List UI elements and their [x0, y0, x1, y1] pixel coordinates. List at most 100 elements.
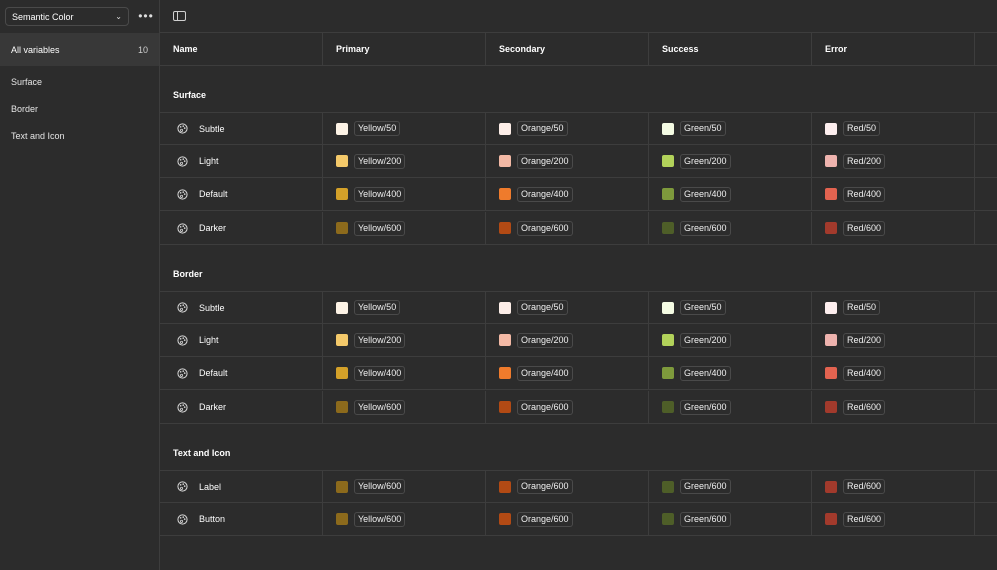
- color-alias-chip[interactable]: Orange/400: [517, 365, 573, 381]
- color-alias-chip[interactable]: Green/50: [680, 300, 726, 315]
- table-row[interactable]: Light Yellow/200 Orange/200 Green/200 Red/20…: [160, 145, 997, 178]
- color-swatch[interactable]: [662, 301, 674, 314]
- color-swatch[interactable]: [336, 188, 348, 200]
- variable-value-cell[interactable]: Green/50: [649, 113, 812, 144]
- table-row[interactable]: Subtle Yellow/50 Orange/50 Green/50 Red/50: [160, 112, 997, 145]
- variable-name-cell[interactable]: Darker: [160, 391, 323, 423]
- table-row[interactable]: Default Yellow/400 Orange/400 Green/400 Red/…: [160, 178, 997, 211]
- color-alias-chip[interactable]: Orange/50: [517, 121, 568, 136]
- color-swatch[interactable]: [336, 401, 348, 413]
- color-swatch[interactable]: [825, 301, 837, 314]
- color-swatch[interactable]: [499, 188, 511, 200]
- color-alias-chip[interactable]: Red/600: [843, 220, 886, 236]
- variable-value-cell[interactable]: Yellow/600: [323, 471, 486, 502]
- variable-value-cell[interactable]: Orange/200: [486, 324, 649, 356]
- variable-value-cell[interactable]: Orange/600: [486, 391, 649, 423]
- column-header-primary[interactable]: Primary: [323, 33, 486, 65]
- more-options-icon[interactable]: •••: [138, 9, 154, 23]
- color-swatch[interactable]: [499, 334, 511, 346]
- variable-value-cell[interactable]: Orange/400: [486, 178, 649, 210]
- color-alias-chip[interactable]: Yellow/600: [354, 511, 406, 527]
- variable-value-cell[interactable]: Red/400: [812, 178, 975, 210]
- variable-value-cell[interactable]: Orange/400: [486, 357, 649, 389]
- color-swatch[interactable]: [662, 367, 674, 379]
- color-alias-chip[interactable]: Orange/600: [517, 399, 573, 415]
- variable-value-cell[interactable]: Green/200: [649, 145, 812, 177]
- variable-value-cell[interactable]: Red/200: [812, 145, 975, 177]
- table-row[interactable]: Darker Yellow/600 Orange/600 Green/600 Red/6…: [160, 391, 997, 424]
- variable-value-cell[interactable]: Green/400: [649, 357, 812, 389]
- variable-value-cell[interactable]: Red/600: [812, 391, 975, 423]
- color-alias-chip[interactable]: Orange/600: [517, 511, 573, 527]
- color-swatch[interactable]: [499, 122, 511, 135]
- color-swatch[interactable]: [336, 122, 348, 135]
- variable-value-cell[interactable]: Green/400: [649, 178, 812, 210]
- color-swatch[interactable]: [662, 401, 674, 413]
- variable-name-cell[interactable]: Darker: [160, 212, 323, 244]
- color-swatch[interactable]: [662, 188, 674, 200]
- color-alias-chip[interactable]: Green/200: [680, 332, 731, 348]
- color-alias-chip[interactable]: Yellow/600: [354, 220, 406, 236]
- color-swatch[interactable]: [662, 334, 674, 346]
- color-swatch[interactable]: [825, 480, 837, 493]
- variable-value-cell[interactable]: Yellow/600: [323, 503, 486, 535]
- color-alias-chip[interactable]: Green/600: [680, 220, 731, 236]
- table-row[interactable]: Label Yellow/600 Orange/600 Green/600 Red/60…: [160, 470, 997, 503]
- color-swatch[interactable]: [662, 122, 674, 135]
- variable-value-cell[interactable]: Yellow/50: [323, 292, 486, 323]
- color-alias-chip[interactable]: Yellow/400: [354, 365, 406, 381]
- color-swatch[interactable]: [499, 301, 511, 314]
- color-swatch[interactable]: [825, 513, 837, 525]
- color-swatch[interactable]: [662, 155, 674, 167]
- variable-value-cell[interactable]: Red/600: [812, 471, 975, 502]
- variable-value-cell[interactable]: Red/50: [812, 292, 975, 323]
- color-swatch[interactable]: [662, 480, 674, 493]
- color-alias-chip[interactable]: Orange/600: [517, 220, 573, 236]
- column-header-name[interactable]: Name: [160, 33, 323, 65]
- variable-value-cell[interactable]: Orange/50: [486, 113, 649, 144]
- variable-value-cell[interactable]: Green/600: [649, 212, 812, 244]
- color-swatch[interactable]: [499, 480, 511, 493]
- column-header-error[interactable]: Error: [812, 33, 975, 65]
- variable-value-cell[interactable]: Green/600: [649, 391, 812, 423]
- variable-value-cell[interactable]: Yellow/400: [323, 357, 486, 389]
- color-alias-chip[interactable]: Red/600: [843, 399, 886, 415]
- color-swatch[interactable]: [499, 513, 511, 525]
- variable-value-cell[interactable]: Orange/200: [486, 145, 649, 177]
- color-alias-chip[interactable]: Yellow/200: [354, 332, 406, 348]
- variable-name-cell[interactable]: Default: [160, 178, 323, 210]
- variable-value-cell[interactable]: Green/50: [649, 292, 812, 323]
- variable-name-cell[interactable]: Label: [160, 471, 323, 502]
- color-swatch[interactable]: [825, 188, 837, 200]
- color-alias-chip[interactable]: Green/600: [680, 479, 731, 494]
- color-alias-chip[interactable]: Yellow/600: [354, 479, 406, 494]
- variable-value-cell[interactable]: Red/600: [812, 503, 975, 535]
- table-row[interactable]: Light Yellow/200 Orange/200 Green/200 Red/20…: [160, 324, 997, 357]
- variable-name-cell[interactable]: Subtle: [160, 292, 323, 323]
- color-swatch[interactable]: [336, 367, 348, 379]
- color-swatch[interactable]: [499, 401, 511, 413]
- color-swatch[interactable]: [336, 334, 348, 346]
- color-alias-chip[interactable]: Green/400: [680, 365, 731, 381]
- variable-value-cell[interactable]: Yellow/200: [323, 145, 486, 177]
- variable-value-cell[interactable]: Green/600: [649, 471, 812, 502]
- color-alias-chip[interactable]: Red/200: [843, 153, 886, 169]
- color-alias-chip[interactable]: Orange/400: [517, 186, 573, 202]
- variable-name-cell[interactable]: Light: [160, 145, 323, 177]
- collection-dropdown[interactable]: Semantic Color ⌄: [5, 7, 129, 26]
- variable-value-cell[interactable]: Yellow/200: [323, 324, 486, 356]
- color-alias-chip[interactable]: Yellow/50: [354, 300, 401, 315]
- toggle-sidebar-icon[interactable]: [173, 11, 186, 21]
- variable-name-cell[interactable]: Button: [160, 503, 323, 535]
- variable-value-cell[interactable]: Orange/600: [486, 503, 649, 535]
- table-row[interactable]: Subtle Yellow/50 Orange/50 Green/50 Red/50: [160, 291, 997, 324]
- column-header-secondary[interactable]: Secondary: [486, 33, 649, 65]
- variable-value-cell[interactable]: Red/200: [812, 324, 975, 356]
- sidebar-item-text-and-icon[interactable]: Text and Icon: [11, 131, 65, 141]
- color-alias-chip[interactable]: Green/600: [680, 399, 731, 415]
- table-row[interactable]: Button Yellow/600 Orange/600 Green/600 Red/6…: [160, 503, 997, 536]
- color-swatch[interactable]: [825, 122, 837, 135]
- table-row[interactable]: Default Yellow/400 Orange/400 Green/400 Red/…: [160, 357, 997, 390]
- variable-value-cell[interactable]: Yellow/400: [323, 178, 486, 210]
- table-row[interactable]: Darker Yellow/600 Orange/600 Green/600 Red/6…: [160, 212, 997, 245]
